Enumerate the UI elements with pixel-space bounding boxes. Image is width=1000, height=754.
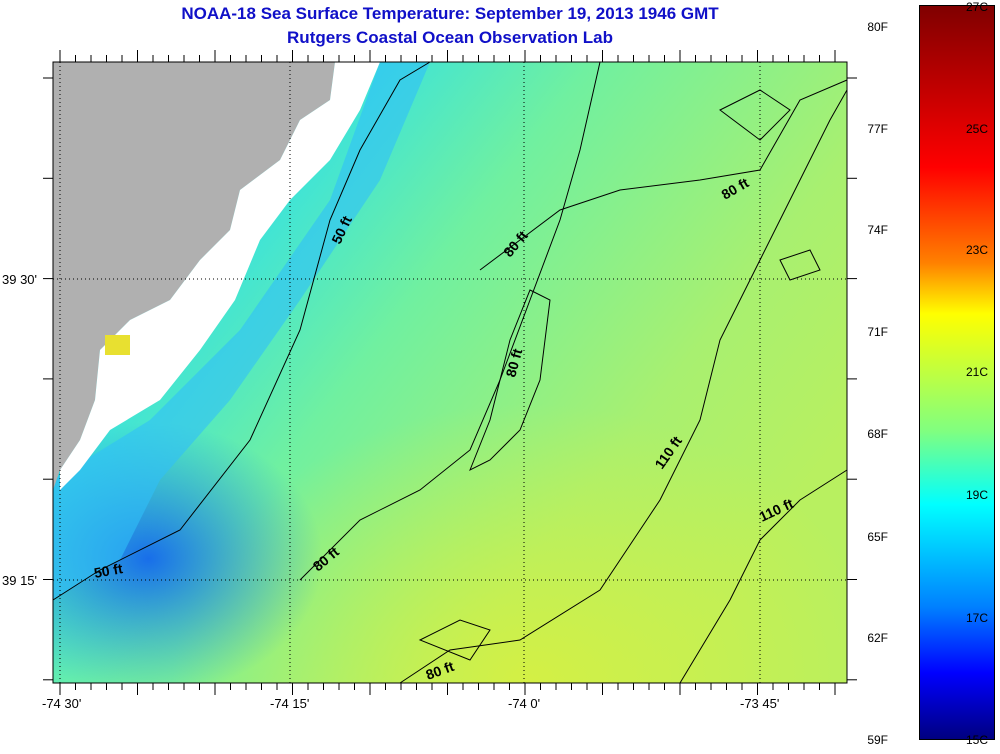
marsh-white — [60, 62, 380, 490]
colorbar-c-label: 27C — [966, 0, 989, 14]
colorbar-c-label: 21C — [966, 365, 989, 379]
map-subtitle: Rutgers Coastal Ocean Observation Lab — [287, 28, 613, 47]
colorbar-c-label: 15C — [966, 733, 989, 747]
colorbar-c-label: 17C — [966, 611, 989, 625]
lon-label: -74 30' — [42, 696, 82, 711]
coastal-cyan-band — [53, 62, 430, 600]
bathymetry-contours — [52, 61, 848, 684]
land-mask — [53, 62, 335, 490]
colorbar-c-label: 23C — [966, 243, 989, 257]
colorbar-c-label: 25C — [966, 122, 989, 136]
lon-label: -74 15' — [270, 696, 310, 711]
lon-label: -74 0' — [508, 696, 541, 711]
colorbar-f-label: 62F — [867, 631, 888, 645]
colorbar-f-label: 74F — [867, 223, 888, 237]
contour-label: 50 ft — [93, 560, 124, 581]
lat-label: 39 30' — [2, 272, 38, 287]
lat-lon-grid — [53, 62, 847, 683]
colorbar-f-label: 77F — [867, 122, 888, 136]
colorbar-f-label: 80F — [867, 20, 888, 34]
colorbar-f-label: 59F — [867, 733, 888, 747]
sst-map: 50 ft 50 ft 80 ft 80 ft 80 ft 80 ft 80 f… — [43, 50, 857, 695]
colorbar-f-label: 71F — [867, 325, 888, 339]
colorbar-f-label: 65F — [867, 530, 888, 544]
lon-label: -73 45' — [740, 696, 780, 711]
map-title: NOAA-18 Sea Surface Temperature: Septemb… — [181, 4, 719, 23]
contour-label: 80 ft — [502, 347, 525, 379]
lat-label: 39 15' — [2, 573, 38, 588]
colorbar-f-label: 68F — [867, 427, 888, 441]
map-plot-area: 50 ft 50 ft 80 ft 80 ft 80 ft 80 ft 80 f… — [43, 50, 857, 695]
colorbar-c-label: 19C — [966, 488, 989, 502]
temperature-colorbar — [919, 5, 995, 740]
